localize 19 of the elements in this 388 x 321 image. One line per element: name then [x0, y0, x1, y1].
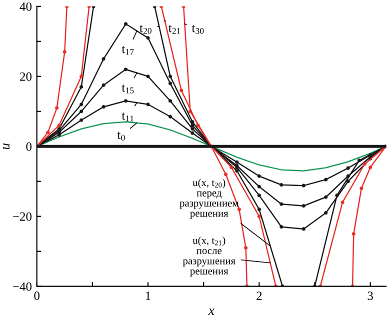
annotation: t$_{17}$	[122, 46, 134, 55]
y-tick-label: −20	[13, 212, 32, 221]
y-axis-title: u	[3, 143, 10, 150]
annotation: u(x, t$_{21}$) после разрушения решения	[182, 236, 236, 277]
x-tick-label: 3	[368, 292, 373, 300]
y-tick-label: −40	[13, 282, 32, 291]
annotation: t$_{20}$	[140, 25, 152, 34]
annotation: t$_{15}$	[122, 84, 134, 94]
x-tick-label: 0	[34, 292, 40, 300]
y-tick-label: 40	[20, 2, 32, 11]
x-axis-title: x	[208, 308, 214, 315]
annotation: t$_{30}$	[192, 25, 204, 34]
x-tick-label: 1	[146, 292, 150, 300]
annotation: t$_{11}$	[122, 112, 134, 122]
y-tick-label: 0	[26, 142, 32, 151]
annotation: t$_{21}$	[168, 25, 180, 34]
annotation: t$_{0}$	[117, 132, 125, 141]
x-tick-label: 2	[256, 292, 262, 300]
y-tick-label: 20	[20, 72, 32, 81]
